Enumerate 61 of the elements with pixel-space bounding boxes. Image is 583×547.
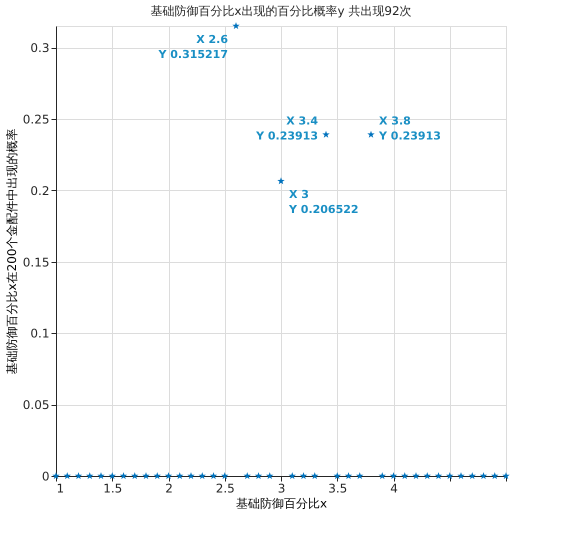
point <box>164 472 172 480</box>
point <box>142 472 150 480</box>
point <box>97 472 105 480</box>
point <box>86 472 94 480</box>
point <box>120 472 128 480</box>
point <box>131 472 138 480</box>
point <box>311 472 318 480</box>
point <box>198 472 206 480</box>
point <box>502 472 510 480</box>
point <box>221 472 228 480</box>
point <box>480 472 488 480</box>
point <box>424 472 431 480</box>
annotation: X 3 Y 0.206522 <box>288 188 359 216</box>
chart-title: 基础防御百分比x出现的百分比概率y 共出现92次 <box>150 4 412 18</box>
point <box>232 22 240 30</box>
y-tick-label: 0.3 <box>30 41 50 56</box>
x-axis-title: 基础防御百分比x <box>236 496 328 510</box>
point <box>210 472 218 480</box>
x-tick-label: 3 <box>278 482 286 496</box>
point <box>334 472 341 480</box>
point <box>457 472 465 480</box>
point <box>277 177 285 184</box>
point <box>266 472 274 480</box>
point <box>367 130 375 138</box>
y-axis-title: 基础防御百分比x在200个金配件中出现的概率 <box>4 128 19 375</box>
x-tick-label: 2.5 <box>216 482 235 496</box>
x-tick-label: 1 <box>56 482 64 496</box>
point <box>344 472 352 480</box>
point <box>74 472 82 480</box>
y-tick-label: 0.1 <box>30 326 50 341</box>
annotation: X 2.6 Y 0.315217 <box>157 33 228 61</box>
annotation: X 3.4 Y 0.23913 <box>255 114 318 143</box>
point <box>108 472 116 480</box>
point <box>288 472 296 480</box>
point <box>244 472 251 480</box>
point <box>412 472 420 480</box>
point <box>187 472 195 480</box>
x-tick-label: 4 <box>390 482 398 496</box>
y-tick-label: 0.2 <box>30 184 50 198</box>
y-tick-label: 0 <box>42 470 50 484</box>
point <box>401 472 408 480</box>
point <box>491 472 498 480</box>
annotation: X 3.8 Y 0.23913 <box>378 114 441 143</box>
point <box>356 472 364 480</box>
y-tick-label: 0.05 <box>22 398 50 412</box>
x-tick-label: 1.5 <box>103 482 122 496</box>
point <box>322 130 330 138</box>
point <box>434 472 442 480</box>
point <box>446 472 454 480</box>
point <box>176 472 184 480</box>
point <box>378 472 386 480</box>
x-tick-label: 3.5 <box>328 482 348 496</box>
y-tick-label: 0.15 <box>22 255 50 270</box>
point <box>468 472 476 480</box>
x-tick-label: 2 <box>165 482 173 496</box>
y-tick-label: 0.25 <box>22 112 50 127</box>
point <box>300 472 308 480</box>
point <box>254 472 262 480</box>
point <box>64 472 71 480</box>
point <box>154 472 161 480</box>
point <box>390 472 398 480</box>
